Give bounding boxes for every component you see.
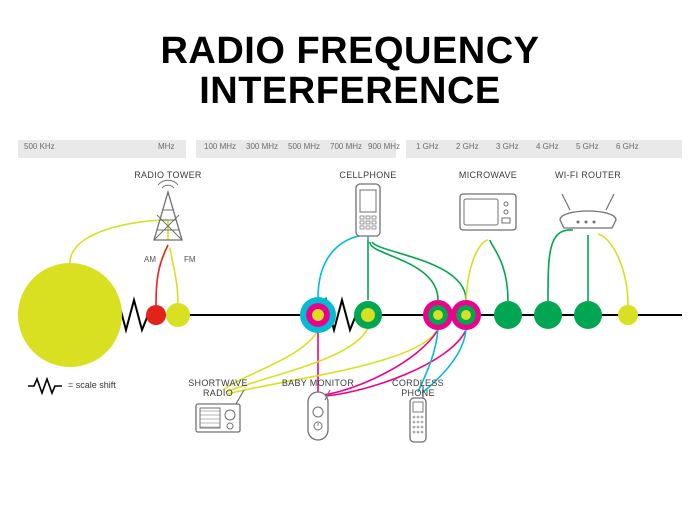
freq-node bbox=[574, 301, 602, 329]
cellphone-icon bbox=[356, 184, 380, 236]
freq-node bbox=[146, 305, 166, 325]
diagram-svg bbox=[18, 140, 682, 460]
title-line2: INTERFERENCE bbox=[199, 70, 501, 112]
connector-line bbox=[490, 240, 508, 301]
legend-text: = scale shift bbox=[68, 380, 116, 390]
connector-line bbox=[156, 245, 168, 305]
device-label: CELLPHONE bbox=[339, 170, 396, 180]
connector-line bbox=[170, 248, 178, 305]
connector-line bbox=[466, 240, 488, 302]
freq-node bbox=[618, 305, 638, 325]
band-label: FM bbox=[184, 255, 196, 264]
device-label: BABY MONITOR bbox=[282, 378, 354, 388]
title-line1: RADIO FREQUENCY bbox=[160, 30, 539, 72]
connector-line bbox=[318, 235, 368, 298]
connector-line bbox=[598, 234, 628, 306]
legend-wave-icon bbox=[18, 140, 78, 400]
freq-node bbox=[300, 297, 336, 333]
device-label: RADIO TOWER bbox=[134, 170, 201, 180]
device-label: SHORTWAVE bbox=[188, 378, 248, 388]
device-label: PHONE bbox=[401, 388, 435, 398]
freq-node bbox=[494, 301, 522, 329]
page-title: RADIO FREQUENCY INTERFERENCE bbox=[0, 32, 700, 112]
freq-node bbox=[423, 300, 453, 330]
freq-node bbox=[354, 301, 382, 329]
wifi-router-icon bbox=[560, 194, 616, 228]
freq-node bbox=[166, 303, 190, 327]
device-label: MICROWAVE bbox=[459, 170, 517, 180]
connector-line bbox=[370, 242, 438, 300]
connector-line bbox=[548, 230, 573, 301]
freq-node bbox=[451, 300, 481, 330]
device-label: WI-FI ROUTER bbox=[555, 170, 621, 180]
baby-monitor-icon bbox=[308, 390, 330, 440]
band-label: AM bbox=[144, 255, 156, 264]
freq-node bbox=[534, 301, 562, 329]
device-label: CORDLESS bbox=[392, 378, 444, 388]
microwave-icon bbox=[460, 194, 516, 230]
device-label: RADIO bbox=[203, 388, 233, 398]
rf-diagram: 500 KHzMHz100 MHz300 MHz500 MHz700 MHz90… bbox=[18, 140, 682, 460]
connector-line bbox=[372, 242, 466, 300]
